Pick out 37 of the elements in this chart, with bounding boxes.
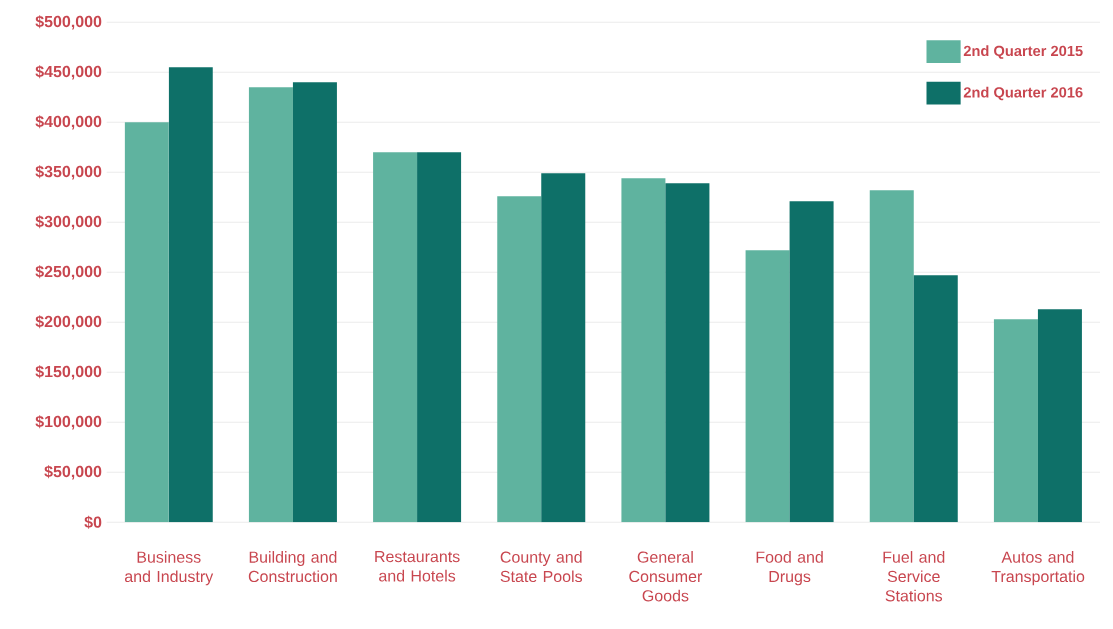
bar xyxy=(292,82,337,523)
bar xyxy=(1037,309,1082,523)
bar xyxy=(665,183,710,523)
legend-label: 2nd Quarter 2015 xyxy=(963,45,1083,59)
bar xyxy=(745,250,790,523)
bar xyxy=(913,275,958,523)
x-tick-label: Autos and Transportatio xyxy=(991,551,1085,586)
y-tick-label: $400,000 xyxy=(35,115,102,130)
bar xyxy=(497,196,542,523)
y-tick-label: $50,000 xyxy=(44,465,102,480)
bar xyxy=(789,201,834,523)
bar xyxy=(168,67,213,523)
bar xyxy=(124,122,169,523)
bar xyxy=(373,152,418,523)
bar xyxy=(417,152,462,523)
x-tick-label: Fuel and Service Stations xyxy=(883,551,945,602)
y-tick-label: $200,000 xyxy=(35,315,102,330)
x-tick-label: Building and Construction xyxy=(248,551,337,583)
bar xyxy=(621,178,666,523)
y-tick-label: $100,000 xyxy=(35,415,102,430)
x-tick-label: General Consumer Goods xyxy=(629,551,703,602)
bar xyxy=(869,190,914,523)
bar xyxy=(541,173,586,523)
x-tick-label: Business and Industry xyxy=(124,551,214,586)
legend-label: 2nd Quarter 2016 xyxy=(963,86,1083,101)
bar xyxy=(993,319,1038,523)
y-tick-label: $450,000 xyxy=(35,65,102,80)
x-tick-label: Food and Drugs xyxy=(756,551,823,586)
y-tick-label: $350,000 xyxy=(35,165,102,180)
x-tick-label: Restaurants and Hotels xyxy=(375,551,460,582)
y-tick-label: $300,000 xyxy=(35,215,102,230)
bar xyxy=(248,87,293,523)
x-tick-label: County and State Pools xyxy=(500,551,583,583)
y-tick-label: $500,000 xyxy=(35,15,102,30)
y-tick-label: $150,000 xyxy=(35,365,102,380)
y-tick-label: $250,000 xyxy=(35,265,102,280)
y-tick-label: $0 xyxy=(84,515,102,529)
